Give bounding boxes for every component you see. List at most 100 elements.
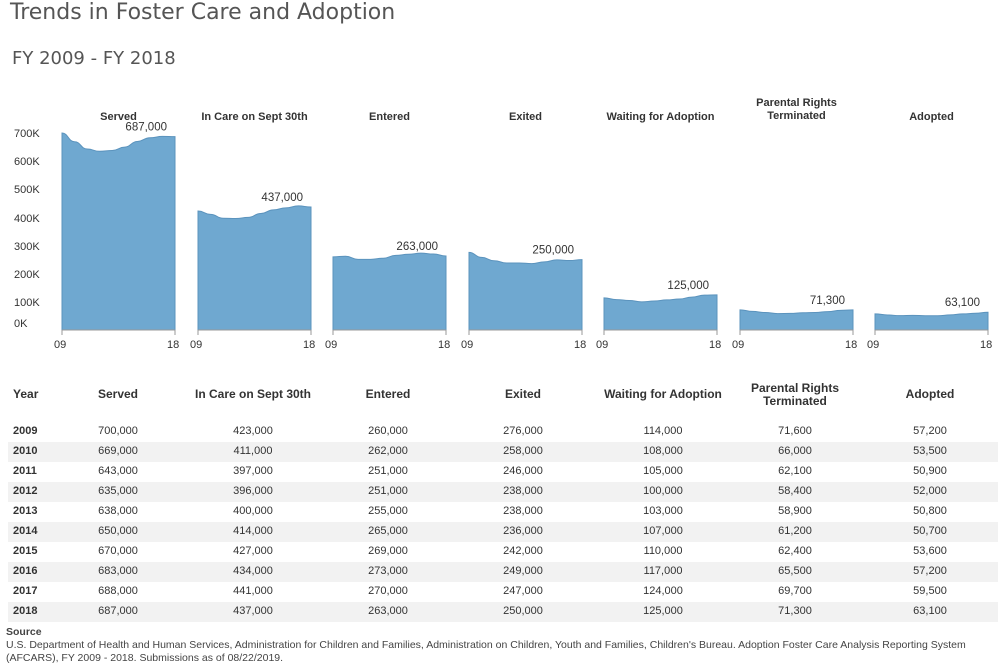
area-3 [468,251,583,331]
table-cell: 107,000 [643,525,683,537]
table-header: Year Served In Care on Sept 30th Entered Exi… [8,382,998,418]
series-label: Waiting for Adoption [607,111,715,123]
cell-year: 2018 [13,605,38,617]
y-tick-label: 0K [14,318,28,330]
table-cell: 117,000 [643,565,683,577]
table-cell: 251,000 [368,465,408,477]
cell-year: 2014 [13,525,38,537]
table-row: 2012 635,000 396,000 251,000 238,000 100,000 5… [8,482,998,502]
series-label: Adopted [909,111,954,123]
y-tick-label: 600K [14,156,40,168]
series-label: Entered [369,111,410,123]
cell-year: 2009 [13,425,38,437]
table-cell: 65,500 [778,565,812,577]
table-cell: 53,500 [913,445,947,457]
y-tick-label: 700K [14,128,40,140]
table-cell: 260,000 [368,425,408,437]
x-tick-label: 18 [574,339,586,351]
x-tick-label: 18 [438,339,450,351]
column-header: Waiting for Adoption [604,387,722,401]
data-label: 687,000 [125,122,167,134]
column-header: Parental Rights Terminated [750,381,840,408]
table-cell: 59,500 [913,585,947,597]
table-cell: 262,000 [368,445,408,457]
x-tick-label: 09 [190,339,202,351]
table-cell: 62,400 [778,545,812,557]
table-cell: 103,000 [643,505,683,517]
table-cell: 124,000 [643,585,683,597]
area-5 [739,309,854,331]
table-cell: 427,000 [233,545,273,557]
table-cell: 397,000 [233,465,273,477]
table-cell: 269,000 [368,545,408,557]
trend-charts: 700K 600K 500K 400K 300K 200K 100K 0K Served 09 18… [14,97,992,351]
table-cell: 69,700 [778,585,812,597]
table-cell: 414,000 [233,525,273,537]
table-cell: 63,100 [913,605,947,617]
cell-year: 2010 [13,445,38,457]
source-note: Source U.S. Department of Health and Hum… [6,626,996,665]
cell-year: 2015 [13,545,38,557]
data-label: 125,000 [667,280,709,292]
table-cell: 58,400 [778,485,812,497]
table-cell: 437,000 [233,605,273,617]
table-cell: 53,600 [913,545,947,557]
table-row: 2013 638,000 400,000 255,000 238,000 103,000 5… [8,502,998,522]
table-cell: 114,000 [643,425,683,437]
table-cell: 50,800 [913,505,947,517]
table-cell: 52,000 [913,485,947,497]
table-cell: 71,600 [778,425,812,437]
source-text: U.S. Department of Health and Human Serv… [6,639,966,664]
table-cell: 238,000 [503,505,543,517]
x-tick-label: 09 [732,339,744,351]
table-cell: 66,000 [778,445,812,457]
x-tick-label: 18 [167,339,179,351]
table-cell: 411,000 [233,445,273,457]
table-cell: 249,000 [503,565,543,577]
x-tick-label: 18 [845,339,857,351]
table-cell: 61,200 [778,525,812,537]
table-cell: 100,000 [643,485,683,497]
data-label: 437,000 [261,192,303,204]
table-cell: 441,000 [233,585,273,597]
table-cell: 423,000 [233,425,273,437]
series-label: Parental Rights [756,97,837,109]
y-tick-label: 200K [14,269,40,281]
y-tick-label: 100K [14,297,40,309]
table-cell: 273,000 [368,565,408,577]
table-cell: 58,900 [778,505,812,517]
table-row: 2011 643,000 397,000 251,000 246,000 105,000 6… [8,462,998,482]
table-cell: 270,000 [368,585,408,597]
column-header: In Care on Sept 30th [194,387,312,401]
table-cell: 683,000 [98,565,138,577]
column-header: Served [97,387,139,401]
x-tick-label: 18 [980,339,992,351]
table-row: 2009 700,000 423,000 260,000 276,000 114,000 7… [8,422,998,442]
table-cell: 700,000 [98,425,138,437]
area-2 [332,252,447,331]
column-header: Exited [504,387,541,401]
data-label: 250,000 [532,245,574,257]
column-header: Adopted [905,387,955,401]
data-label: 63,100 [945,297,980,309]
table-cell: 105,000 [643,465,683,477]
table-cell: 670,000 [98,545,138,557]
table-cell: 71,300 [778,605,812,617]
table-cell: 258,000 [503,445,543,457]
table-cell: 263,000 [368,605,408,617]
table-cell: 276,000 [503,425,543,437]
table-cell: 251,000 [368,485,408,497]
table-cell: 110,000 [643,545,683,557]
table-cell: 396,000 [233,485,273,497]
table-cell: 236,000 [503,525,543,537]
table-cell: 108,000 [643,445,683,457]
table-cell: 669,000 [98,445,138,457]
table-cell: 57,200 [913,565,947,577]
x-tick-label: 09 [325,339,337,351]
table-cell: 50,900 [913,465,947,477]
series-label: Served [100,111,137,123]
table-cell: 434,000 [233,565,273,577]
y-tick-label: 300K [14,241,40,253]
area-1 [197,205,312,331]
table-cell: 650,000 [98,525,138,537]
